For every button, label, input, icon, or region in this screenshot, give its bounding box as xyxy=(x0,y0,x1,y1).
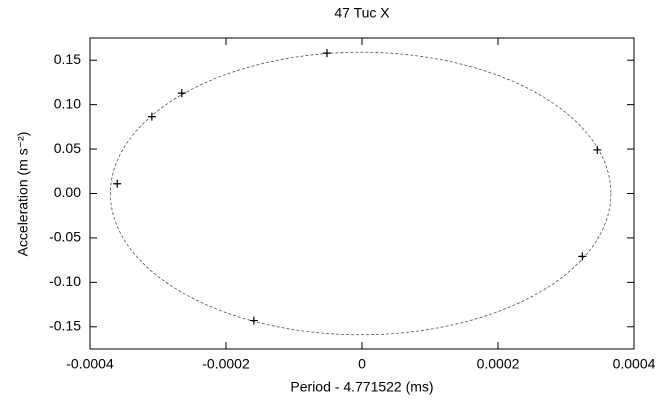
data-point xyxy=(147,112,156,121)
y-tick-label: 0.15 xyxy=(54,51,81,67)
chart-title: 47 Tuc X xyxy=(334,5,390,21)
y-tick-label: -0.15 xyxy=(49,317,81,333)
y-tick-label: 0.10 xyxy=(54,95,81,111)
x-tick-label: 0.0002 xyxy=(477,356,520,372)
data-point xyxy=(249,316,258,325)
y-tick-label: -0.10 xyxy=(49,273,81,289)
data-point xyxy=(113,179,122,188)
data-point xyxy=(177,89,186,98)
y-axis-label: Acceleration (m s⁻²) xyxy=(15,132,31,257)
model-ellipse xyxy=(110,51,612,336)
x-tick-label: 0 xyxy=(358,356,366,372)
data-point xyxy=(322,49,331,58)
x-tick-label: 0.0004 xyxy=(613,356,656,372)
x-axis-label: Period - 4.771522 (ms) xyxy=(290,379,433,395)
y-tick-label: -0.05 xyxy=(49,229,81,245)
data-point xyxy=(578,252,587,261)
y-tick-label: 0.00 xyxy=(54,184,81,200)
x-tick-label: -0.0002 xyxy=(202,356,250,372)
plot-frame xyxy=(89,37,635,350)
data-point xyxy=(593,145,602,154)
x-tick-label: -0.0004 xyxy=(66,356,114,372)
y-tick-label: 0.05 xyxy=(54,140,81,156)
